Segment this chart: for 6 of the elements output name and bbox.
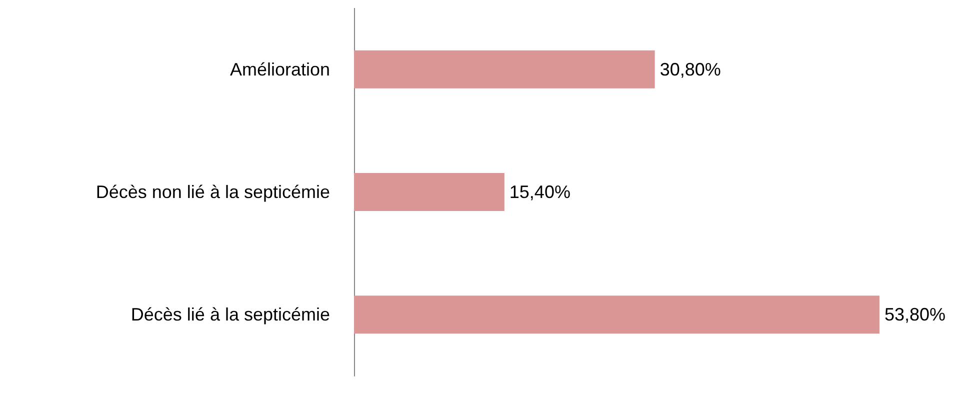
- data-label: 15,40%: [509, 182, 570, 202]
- data-label: 53,80%: [884, 304, 946, 325]
- y-tick-label: Amélioration: [230, 59, 330, 80]
- data-label: 30,80%: [660, 59, 721, 80]
- y-tick-label: Décès non lié à la septicémie: [96, 182, 330, 202]
- y-tick-label: Décès lié à la septicémie: [130, 304, 330, 325]
